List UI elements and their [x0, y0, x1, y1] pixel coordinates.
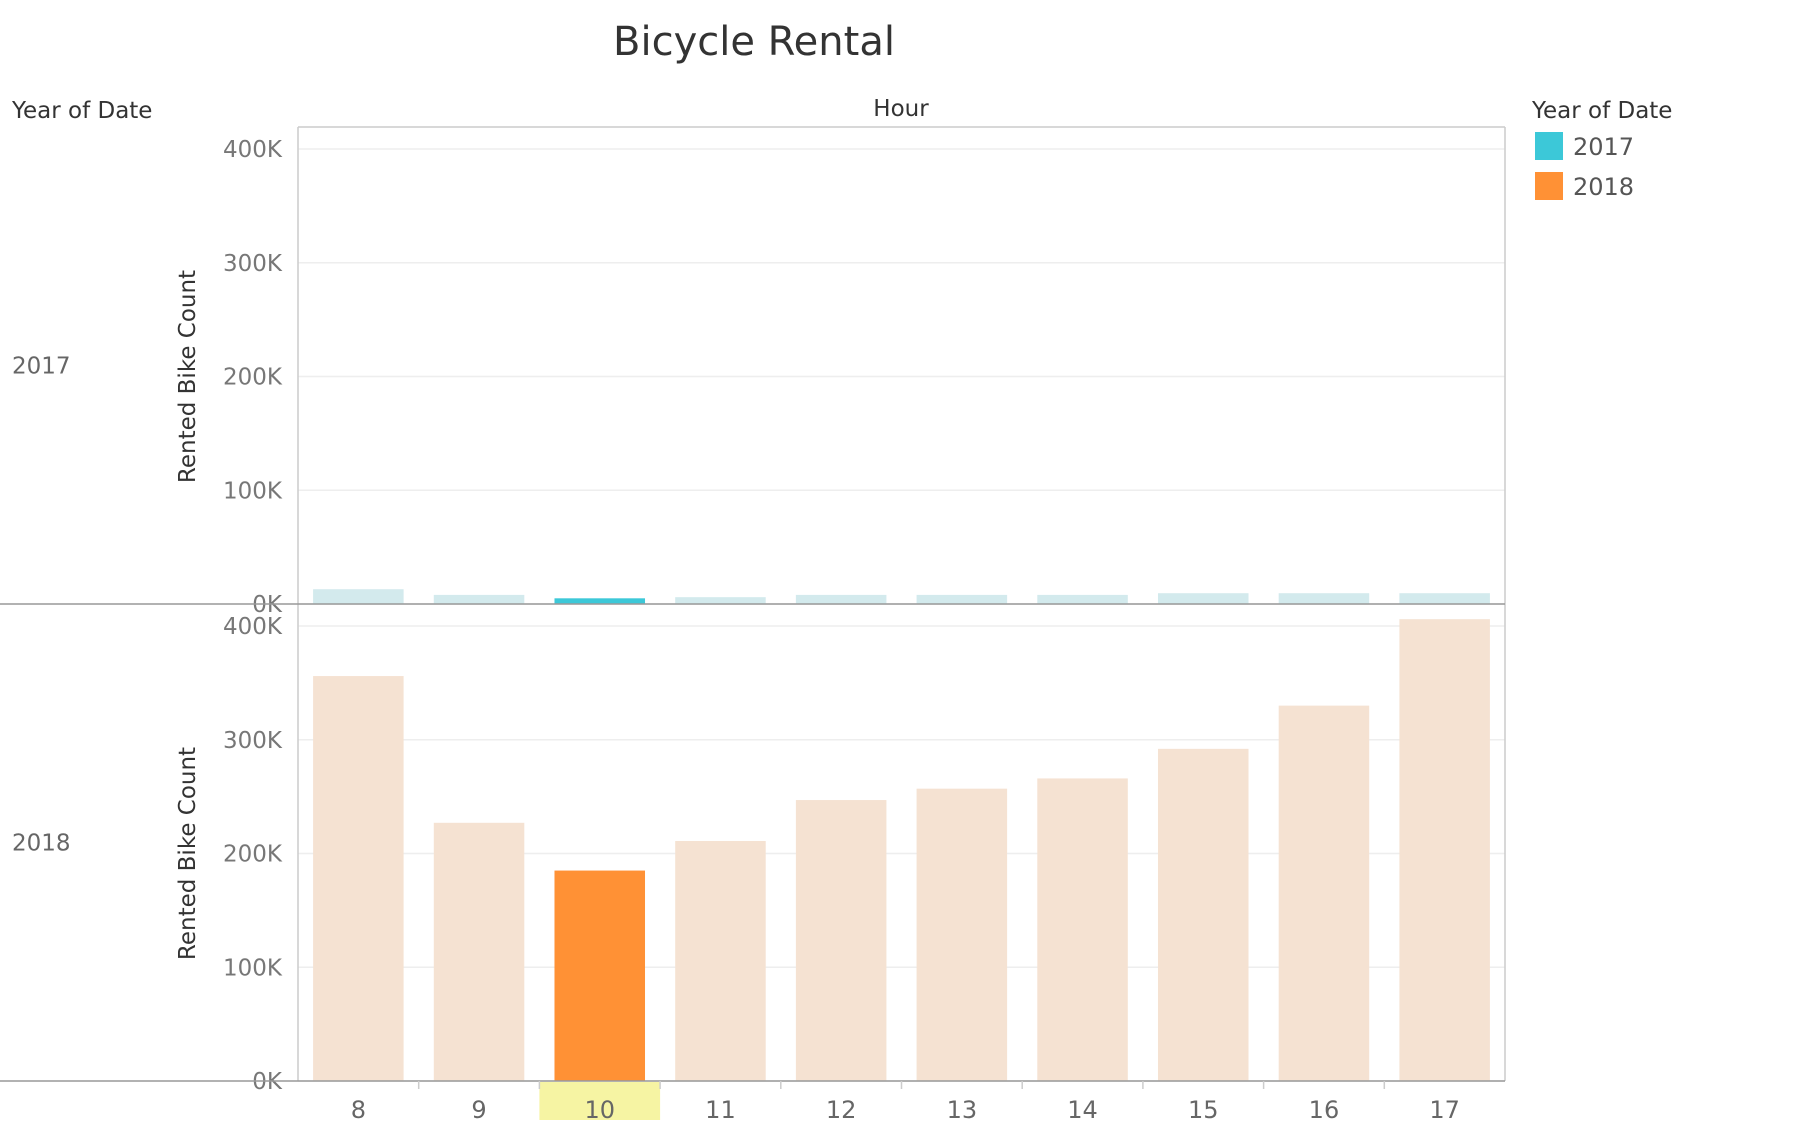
row-header: Year of Date: [11, 98, 152, 124]
bar-2018-16[interactable]: [1278, 705, 1370, 1081]
legend-swatch-2017[interactable]: [1535, 132, 1563, 160]
y-tick-label: 200K: [223, 842, 283, 868]
x-tick-label-12: 12: [826, 1096, 857, 1120]
legend-swatch-2018[interactable]: [1535, 172, 1563, 200]
y-tick-label: 300K: [223, 728, 283, 754]
x-tick-label-16: 16: [1309, 1096, 1340, 1120]
x-tick-label-8: 8: [351, 1096, 366, 1120]
legend-title: Year of Date: [1531, 98, 1672, 124]
row-label-2017: 2017: [12, 354, 71, 380]
row-label-2018: 2018: [12, 831, 71, 857]
legend: Year of Date 2017 2018: [1531, 98, 1672, 201]
bar-2018-12[interactable]: [795, 800, 887, 1081]
y-axis-title: Rented Bike Count: [175, 747, 201, 960]
legend-label-2017: 2017: [1573, 133, 1634, 161]
chart-title: Bicycle Rental: [613, 19, 895, 65]
y-tick-label: 400K: [223, 614, 283, 640]
bar-2018-17[interactable]: [1399, 619, 1490, 1081]
x-tick-label-9: 9: [471, 1096, 486, 1120]
bar-2018-9[interactable]: [433, 822, 525, 1081]
bar-2017-10[interactable]: [554, 598, 646, 604]
x-tick-label-13: 13: [947, 1096, 978, 1120]
legend-label-2018: 2018: [1573, 173, 1634, 201]
y-tick-label: 0K: [252, 1069, 283, 1095]
y-axis-title: Rented Bike Count: [175, 270, 201, 483]
y-tick-label: 0K: [252, 592, 283, 618]
x-tick-label-11: 11: [705, 1096, 736, 1120]
y-tick-label: 200K: [223, 365, 283, 391]
bar-2018-10[interactable]: [554, 870, 646, 1081]
x-tick-label-17: 17: [1429, 1096, 1460, 1120]
bar-2017-16[interactable]: [1278, 593, 1370, 604]
x-tick-label-15: 15: [1188, 1096, 1219, 1120]
bar-2017-13[interactable]: [916, 594, 1008, 604]
bar-2018-14[interactable]: [1037, 778, 1128, 1081]
y-tick-label: 100K: [223, 955, 283, 981]
y-tick-label: 400K: [223, 137, 283, 163]
y-tick-label: 100K: [223, 478, 283, 504]
column-header: Hour: [873, 96, 929, 122]
highlight-category-background: [539, 1082, 661, 1124]
plot-area: 0K 100K 200K 300K 400K 2017 Rented Bike Count 0…: [0, 126, 1506, 1124]
bar-2017-15[interactable]: [1157, 593, 1249, 604]
bar-2018-11[interactable]: [675, 840, 766, 1081]
bar-2018-8[interactable]: [313, 676, 404, 1081]
bar-2017-12[interactable]: [795, 594, 887, 604]
x-tick-label-10: 10: [584, 1096, 615, 1120]
bar-2017-17[interactable]: [1399, 593, 1490, 604]
bar-2017-14[interactable]: [1037, 594, 1128, 604]
y-tick-label: 300K: [223, 251, 283, 277]
bar-2018-15[interactable]: [1157, 748, 1249, 1081]
bar-2017-11[interactable]: [675, 597, 766, 604]
bar-2017-8[interactable]: [313, 589, 404, 604]
bar-2017-9[interactable]: [433, 594, 525, 604]
x-tick-label-14: 14: [1067, 1096, 1098, 1120]
bar-2018-13[interactable]: [916, 788, 1008, 1081]
